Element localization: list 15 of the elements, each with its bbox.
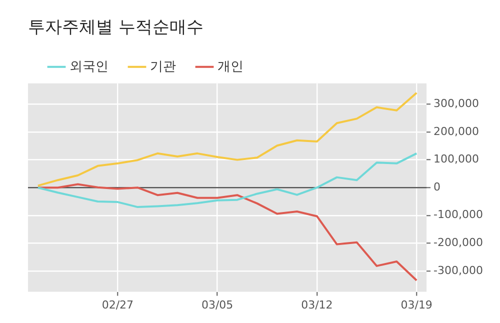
x-tick-label: 03/19: [400, 298, 432, 312]
chart-title: 투자주체별 누적순매수: [28, 18, 204, 38]
y-tick-label: 200,000: [434, 124, 480, 138]
y-tick-label: -100,000: [434, 208, 484, 222]
legend-label: 개인: [218, 59, 244, 74]
x-tick-label: 03/05: [201, 298, 234, 312]
x-tick-label: 03/12: [301, 298, 333, 312]
legend-label: 기관: [150, 59, 176, 74]
y-tick-label: -300,000: [434, 264, 484, 277]
y-tick-label: 300,000: [434, 97, 480, 110]
y-tick-label: 100,000: [434, 152, 480, 166]
legend-label: 외국인: [70, 59, 108, 74]
y-tick-label: 0: [434, 180, 441, 194]
y-tick-label: -200,000: [434, 236, 484, 250]
x-tick-label: 02/27: [102, 298, 134, 312]
